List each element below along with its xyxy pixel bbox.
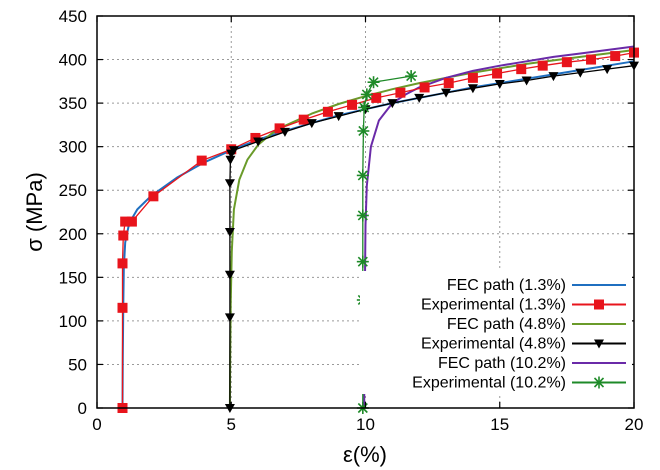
legend-entry: Experimental (1.3%) bbox=[421, 297, 626, 314]
data-point-marker bbox=[441, 88, 452, 98]
legend-marker bbox=[593, 376, 605, 389]
data-point-marker bbox=[274, 123, 285, 134]
data-point-marker bbox=[371, 92, 382, 103]
y-tick-label: 50 bbox=[68, 355, 87, 374]
data-point-marker bbox=[419, 82, 430, 93]
data-point-marker bbox=[120, 216, 131, 227]
legend-label: FEC path (1.3%) bbox=[447, 277, 566, 294]
x-axis-title: ε(%) bbox=[343, 442, 387, 467]
data-point-marker bbox=[610, 51, 621, 62]
series-4 bbox=[363, 45, 635, 409]
data-point-marker bbox=[561, 57, 572, 68]
y-tick-label: 450 bbox=[59, 7, 87, 26]
data-point-marker bbox=[516, 64, 527, 75]
data-point-marker bbox=[196, 155, 207, 166]
data-point-marker bbox=[357, 124, 370, 137]
data-point-marker bbox=[494, 79, 505, 89]
series-line bbox=[228, 49, 635, 409]
data-point-marker bbox=[492, 68, 503, 79]
data-point-marker bbox=[356, 169, 369, 182]
data-point-marker bbox=[602, 65, 613, 75]
data-point-marker bbox=[322, 106, 333, 117]
data-point-marker bbox=[356, 255, 369, 268]
data-point-marker bbox=[126, 216, 137, 227]
data-point-marker bbox=[333, 112, 344, 122]
y-tick-label: 250 bbox=[59, 181, 87, 200]
legend-entry: FEC path (4.8%) bbox=[447, 316, 626, 333]
series-line bbox=[363, 45, 635, 409]
data-point-marker bbox=[225, 155, 236, 165]
data-point-marker bbox=[414, 93, 425, 103]
series-layer bbox=[117, 45, 639, 414]
y-tick-label: 300 bbox=[59, 138, 87, 157]
data-point-marker bbox=[548, 72, 559, 82]
legend-label: Experimental (1.3%) bbox=[421, 297, 566, 314]
y-tick-label: 350 bbox=[59, 94, 87, 113]
data-point-marker bbox=[224, 313, 235, 323]
data-point-marker bbox=[224, 270, 235, 280]
data-point-marker bbox=[356, 209, 369, 222]
data-point-marker bbox=[405, 70, 418, 83]
data-point-marker bbox=[521, 76, 532, 86]
x-tick-label: 15 bbox=[490, 415, 509, 434]
data-point-marker bbox=[298, 114, 309, 125]
data-point-marker bbox=[586, 54, 597, 65]
y-tick-label: 200 bbox=[59, 225, 87, 244]
x-tick-label: 20 bbox=[625, 415, 644, 434]
data-point-marker bbox=[367, 76, 380, 89]
data-point-marker bbox=[224, 228, 235, 238]
data-point-marker bbox=[148, 191, 159, 202]
x-tick-label: 0 bbox=[92, 415, 101, 434]
legend-background bbox=[360, 271, 632, 394]
legend-label: Experimental (10.2%) bbox=[412, 375, 566, 392]
legend-entry: Experimental (4.8%) bbox=[421, 336, 626, 353]
legend-label: Experimental (4.8%) bbox=[421, 336, 566, 353]
data-point-marker bbox=[117, 302, 128, 313]
y-tick-label: 400 bbox=[59, 51, 87, 70]
y-tick-label: 150 bbox=[59, 268, 87, 287]
x-tick-label: 10 bbox=[356, 415, 375, 434]
legend-entry: FEC path (10.2%) bbox=[438, 355, 626, 372]
data-point-marker bbox=[358, 101, 371, 114]
data-point-marker bbox=[537, 60, 548, 71]
data-point-marker bbox=[443, 78, 454, 89]
series-2 bbox=[228, 49, 635, 409]
data-point-marker bbox=[253, 137, 264, 147]
legend-label: FEC path (10.2%) bbox=[438, 355, 566, 372]
data-point-marker bbox=[279, 127, 290, 137]
data-point-marker bbox=[117, 258, 128, 269]
legend-label: FEC path (4.8%) bbox=[447, 316, 566, 333]
legend-entry: FEC path (1.3%) bbox=[447, 277, 626, 294]
data-point-marker bbox=[387, 99, 398, 109]
data-point-marker bbox=[118, 230, 129, 241]
legend: FEC path (1.3%) Experimental (1.3%) FEC pa… bbox=[360, 271, 632, 394]
data-point-marker bbox=[347, 99, 358, 110]
legend-marker bbox=[594, 299, 604, 310]
data-point-marker bbox=[224, 179, 235, 189]
x-tick-label: 5 bbox=[227, 415, 236, 434]
data-point-marker bbox=[228, 146, 239, 156]
y-axis-title: σ (MPa) bbox=[22, 172, 47, 252]
y-tick-label: 0 bbox=[78, 399, 87, 418]
data-point-marker bbox=[360, 88, 373, 101]
data-point-marker bbox=[467, 72, 478, 83]
data-point-marker bbox=[467, 84, 478, 94]
data-point-marker bbox=[395, 87, 406, 98]
y-tick-label: 100 bbox=[59, 312, 87, 331]
data-point-marker bbox=[306, 119, 317, 129]
legend-entry: Experimental (10.2%) bbox=[412, 375, 626, 392]
data-point-marker bbox=[575, 68, 586, 78]
legend-marker bbox=[594, 339, 604, 349]
